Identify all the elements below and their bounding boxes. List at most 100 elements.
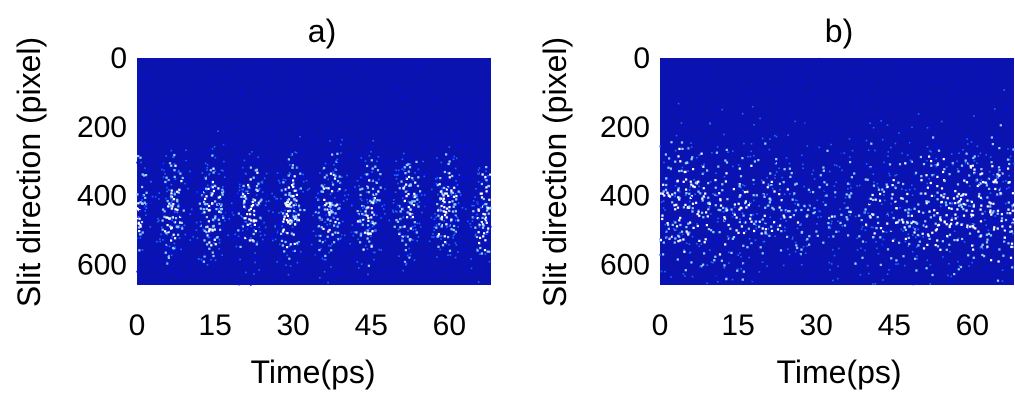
heatmap-speckle [190, 208, 193, 211]
heatmap-speckle [973, 155, 976, 158]
heatmap-speckle [1007, 167, 1010, 170]
heatmap-speckle [361, 204, 364, 208]
heatmap-speckle [438, 223, 441, 226]
heatmap-speckle [690, 199, 692, 202]
heatmap-speckle [433, 162, 435, 164]
heatmap-speckle [162, 183, 164, 186]
heatmap-speckle [404, 145, 407, 147]
heatmap-speckle [792, 236, 794, 239]
heatmap-speckle [944, 201, 947, 204]
heatmap-speckle [201, 169, 204, 172]
heatmap-speckle [211, 262, 214, 265]
heatmap-speckle [782, 200, 784, 202]
heatmap-speckle [1009, 259, 1011, 262]
heatmap-speckle [882, 238, 885, 241]
heatmap-speckle [849, 224, 851, 227]
heatmap-speckle [957, 82, 960, 84]
heatmap-speckle [173, 221, 175, 223]
heatmap-speckle [926, 146, 929, 148]
heatmap-speckle [719, 204, 723, 207]
heatmap-speckle [208, 230, 211, 233]
heatmap-speckle [676, 191, 679, 193]
heatmap-speckle [1007, 242, 1010, 245]
heatmap-speckle [675, 182, 677, 185]
heatmap-speckle [865, 220, 867, 223]
heatmap-speckle [660, 270, 663, 273]
heatmap-speckle [452, 155, 454, 158]
heatmap-speckle [733, 213, 736, 216]
heatmap-speckle [371, 222, 374, 225]
panel-b-x-axis-label: Time(ps) [776, 354, 901, 390]
heatmap-speckle [471, 261, 474, 263]
heatmap-speckle [183, 189, 185, 192]
heatmap-speckle [808, 235, 811, 238]
heatmap-speckle [339, 229, 342, 232]
heatmap-speckle [895, 174, 898, 176]
heatmap-speckle [297, 213, 300, 216]
heatmap-speckle [197, 199, 200, 202]
heatmap-speckle [320, 218, 323, 221]
heatmap-speckle [766, 233, 769, 236]
heatmap-speckle [891, 206, 893, 209]
heatmap-speckle [741, 112, 744, 115]
heatmap-speckle [149, 198, 151, 200]
heatmap-speckle [445, 221, 448, 223]
heatmap-speckle [807, 208, 810, 211]
heatmap-speckle [728, 238, 731, 240]
heatmap-speckle [352, 201, 355, 204]
heatmap-speckle [994, 180, 997, 183]
heatmap-speckle [332, 173, 335, 176]
heatmap-speckle [662, 221, 664, 223]
heatmap-speckle [259, 230, 261, 233]
heatmap-speckle [725, 148, 728, 151]
heatmap-speckle [481, 216, 484, 219]
heatmap-speckle [257, 90, 259, 92]
heatmap-speckle [259, 200, 262, 203]
heatmap-speckle [287, 160, 289, 162]
panel-b-heatmap-background [660, 58, 1014, 285]
heatmap-speckle [297, 204, 301, 207]
heatmap-speckle [999, 192, 1002, 195]
heatmap-speckle [295, 234, 297, 236]
heatmap-speckle [472, 272, 475, 275]
heatmap-speckle [800, 176, 803, 179]
heatmap-speckle [973, 142, 976, 145]
heatmap-speckle [877, 188, 881, 191]
heatmap-speckle [1005, 180, 1007, 182]
heatmap-speckle [842, 227, 845, 230]
heatmap-speckle [989, 156, 992, 158]
heatmap-speckle [927, 230, 929, 232]
heatmap-speckle [1008, 158, 1011, 161]
heatmap-speckle [342, 245, 345, 248]
heatmap-speckle [202, 198, 205, 200]
heatmap-speckle [288, 209, 292, 212]
heatmap-speckle [825, 194, 828, 197]
heatmap-speckle [329, 223, 331, 225]
heatmap-speckle [273, 132, 276, 134]
heatmap-speckle [375, 263, 377, 265]
heatmap-speckle [914, 221, 917, 224]
heatmap-speckle [239, 208, 241, 211]
heatmap-speckle [167, 249, 170, 252]
heatmap-speckle [738, 208, 741, 211]
heatmap-speckle [206, 264, 209, 266]
heatmap-speckle [994, 178, 997, 182]
heatmap-speckle [794, 241, 797, 244]
heatmap-speckle [320, 247, 322, 250]
heatmap-speckle [317, 204, 320, 207]
heatmap-speckle [182, 209, 185, 212]
heatmap-speckle [910, 222, 913, 225]
heatmap-speckle [483, 249, 487, 252]
heatmap-speckle [475, 235, 479, 239]
heatmap-speckle [764, 151, 767, 153]
heatmap-speckle [169, 225, 172, 228]
heatmap-speckle [285, 264, 287, 266]
heatmap-speckle [759, 186, 762, 188]
heatmap-speckle [188, 131, 191, 133]
heatmap-speckle [304, 202, 307, 204]
heatmap-speckle [246, 213, 249, 216]
heatmap-speckle [331, 203, 334, 206]
heatmap-speckle [149, 241, 151, 243]
heatmap-speckle [1005, 260, 1007, 262]
heatmap-speckle [329, 205, 332, 208]
